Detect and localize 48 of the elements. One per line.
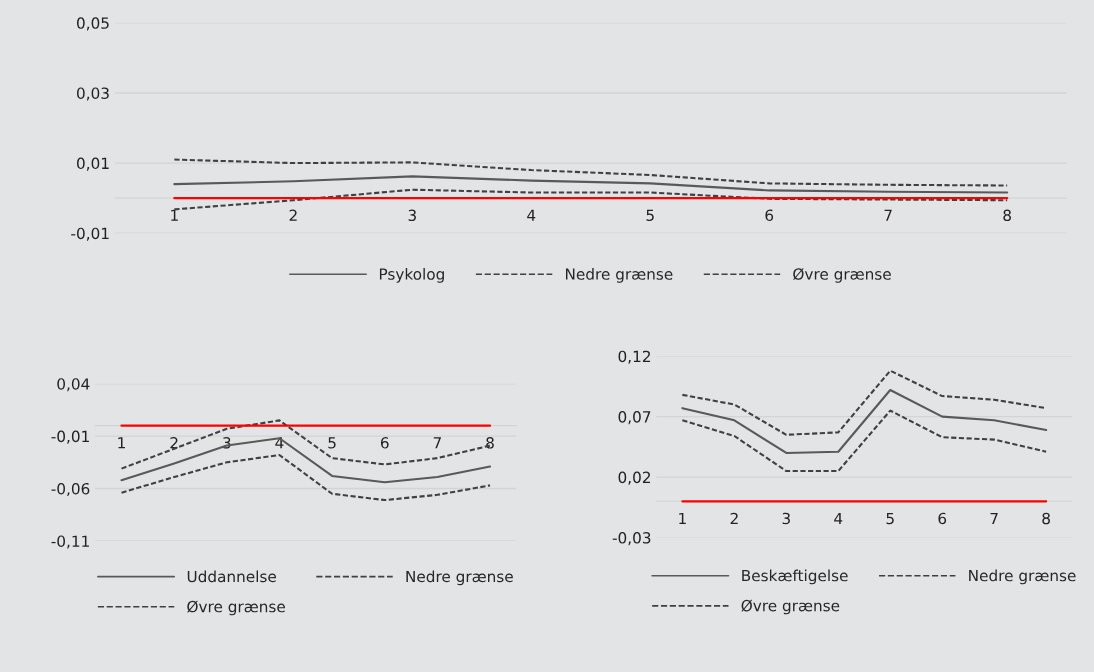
x-tick-label: 6 (765, 209, 774, 222)
line-series (681, 388, 1048, 454)
x-tick-label: 8 (1042, 512, 1050, 525)
y-tick-label: 0,04 (57, 378, 90, 392)
line-series (120, 437, 492, 484)
legend-label: Øvre grænse (741, 599, 840, 615)
x-tick-label: 5 (886, 512, 894, 525)
line-series (120, 453, 492, 502)
y-tick-label: 0,05 (77, 17, 109, 31)
x-tick-label: 6 (380, 437, 389, 449)
legend-label: Beskæftigelse (742, 569, 848, 585)
y-tick-label: 0,12 (618, 350, 651, 364)
x-tick-label: 5 (646, 209, 654, 222)
line-series (173, 175, 1009, 194)
x-tick-label: 5 (328, 437, 336, 449)
line-series (681, 409, 1048, 473)
y-tick-label: 0,07 (618, 411, 651, 425)
x-tick-label: 2 (289, 209, 297, 221)
x-tick-label: 3 (408, 209, 416, 222)
x-tick-label: 1 (171, 209, 178, 221)
legend-label: Uddannelse (187, 570, 276, 583)
x-tick-label: 7 (884, 209, 892, 221)
y-tick-label: 0,01 (77, 157, 109, 171)
y-tick-label: -0,01 (51, 430, 89, 444)
y-tick-label: -0,03 (612, 532, 651, 546)
y-tick-label: -0,11 (51, 535, 89, 549)
x-tick-label: 1 (679, 512, 686, 525)
x-tick-label: 7 (433, 437, 441, 449)
x-tick-label: 4 (527, 209, 536, 221)
y-tick-label: 0,03 (77, 87, 109, 101)
x-tick-label: 7 (990, 512, 998, 525)
y-tick-label: 0,02 (618, 471, 651, 485)
x-tick-label: 1 (118, 437, 125, 449)
x-tick-label: 8 (1003, 209, 1011, 222)
y-tick-label: -0,01 (71, 227, 109, 241)
legend-label: Øvre grænse (187, 600, 285, 616)
legend-label: Nedre grænse (969, 569, 1076, 585)
legend-label: Nedre grænse (406, 570, 513, 586)
y-tick-label: -0,06 (51, 483, 90, 497)
legend-label: Psykolog (379, 267, 444, 283)
legend-label: Nedre grænse (565, 267, 673, 283)
legend-label: Øvre grænse (793, 267, 891, 283)
x-tick-label: 3 (782, 512, 790, 525)
line-series (173, 158, 1009, 187)
x-tick-label: 4 (834, 512, 843, 525)
x-tick-label: 6 (938, 512, 947, 525)
x-tick-label: 2 (170, 437, 178, 449)
x-tick-label: 2 (730, 512, 738, 525)
